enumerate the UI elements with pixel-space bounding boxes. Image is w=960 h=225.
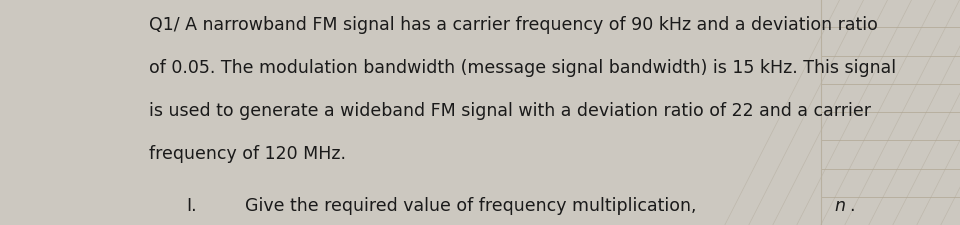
Text: Give the required value of frequency multiplication,: Give the required value of frequency mul… — [245, 196, 702, 214]
Text: n: n — [834, 196, 846, 214]
Text: .: . — [849, 196, 854, 214]
Bar — [821, 0, 960, 225]
Text: of 0.05. The modulation bandwidth (message signal bandwidth) is 15 kHz. This sig: of 0.05. The modulation bandwidth (messa… — [149, 58, 896, 76]
Text: is used to generate a wideband FM signal with a deviation ratio of 22 and a carr: is used to generate a wideband FM signal… — [149, 101, 871, 119]
Text: Q1/ A narrowband FM signal has a carrier frequency of 90 kHz and a deviation rat: Q1/ A narrowband FM signal has a carrier… — [149, 16, 877, 34]
Text: frequency of 120 MHz.: frequency of 120 MHz. — [149, 144, 346, 162]
Text: I.: I. — [186, 196, 197, 214]
